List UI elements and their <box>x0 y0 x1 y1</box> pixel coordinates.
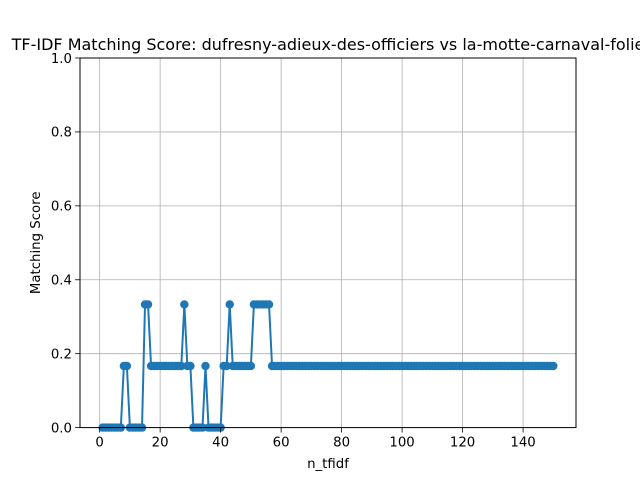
data-point <box>201 361 210 371</box>
y-tick-label: 0.8 <box>51 126 72 141</box>
data-point <box>549 361 558 371</box>
data-point <box>225 300 234 309</box>
y-axis-label: Matching Score <box>29 191 44 294</box>
x-tick-label: 120 <box>450 436 475 451</box>
data-point <box>177 361 186 371</box>
x-tick-label: 60 <box>273 436 290 451</box>
y-tick-label: 0.4 <box>51 274 72 289</box>
x-tick-label: 100 <box>389 436 414 451</box>
x-axis-label: n_tfidf <box>307 457 349 472</box>
plot-frame <box>79 57 577 429</box>
data-point <box>264 300 274 309</box>
y-tick-label: 1.0 <box>51 52 72 67</box>
y-tick-label: 0.6 <box>51 200 72 215</box>
data-point <box>180 300 189 309</box>
y-axis-ticks: 0.0 0.2 0.4 0.6 0.8 1.0 <box>51 52 80 436</box>
data-point <box>186 361 195 371</box>
x-tick-label: 0 <box>95 436 103 451</box>
chart-title: TF-IDF Matching Score: dufresny-adieux-d… <box>11 35 640 54</box>
data-point <box>246 361 256 371</box>
data-point <box>122 361 132 371</box>
data-point <box>222 361 231 371</box>
series-layer <box>98 300 558 432</box>
x-tick-label: 40 <box>212 436 229 451</box>
x-tick-label: 140 <box>510 436 535 451</box>
x-tick-label: 80 <box>333 436 350 451</box>
y-tick-label: 0.0 <box>51 421 72 436</box>
x-tick-label: 20 <box>152 436 169 451</box>
data-point <box>143 300 153 309</box>
x-axis-ticks: 0 20 40 60 80 100 120 140 <box>95 427 536 451</box>
y-tick-label: 0.2 <box>51 347 72 362</box>
